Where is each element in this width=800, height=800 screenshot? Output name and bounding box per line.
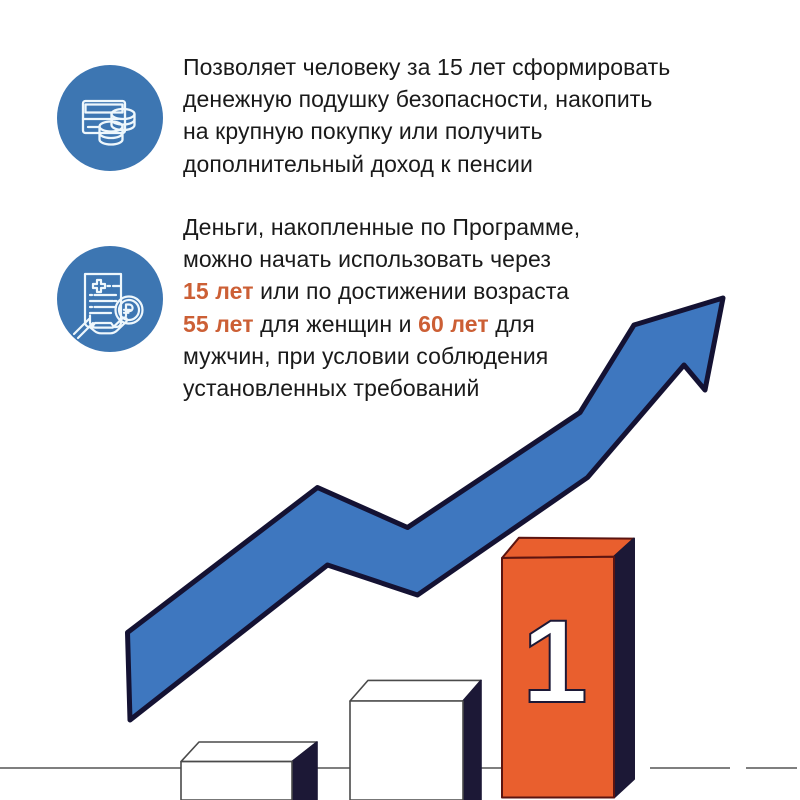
svg-text:1: 1: [522, 596, 588, 728]
